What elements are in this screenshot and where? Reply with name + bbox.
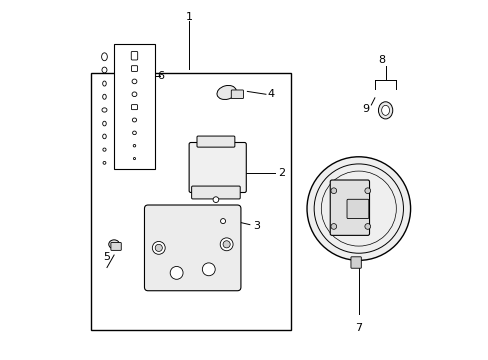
Text: 6: 6 [157, 71, 163, 81]
FancyBboxPatch shape [131, 51, 138, 60]
FancyBboxPatch shape [191, 186, 240, 199]
Circle shape [220, 219, 225, 224]
Ellipse shape [108, 240, 119, 249]
Ellipse shape [102, 108, 107, 112]
FancyBboxPatch shape [329, 180, 369, 235]
Ellipse shape [378, 102, 392, 119]
Circle shape [306, 157, 410, 260]
Circle shape [330, 188, 336, 194]
Bar [114, 44, 155, 169]
Ellipse shape [132, 131, 136, 135]
FancyBboxPatch shape [131, 66, 137, 71]
Ellipse shape [132, 118, 136, 122]
Circle shape [152, 242, 165, 254]
FancyBboxPatch shape [131, 105, 137, 110]
Ellipse shape [102, 94, 106, 99]
Text: 4: 4 [267, 89, 274, 99]
Text: 1: 1 [185, 13, 192, 22]
Ellipse shape [102, 81, 106, 86]
Circle shape [155, 244, 162, 251]
Ellipse shape [132, 79, 137, 84]
Ellipse shape [103, 161, 106, 164]
Ellipse shape [102, 148, 106, 151]
Ellipse shape [381, 105, 389, 115]
Circle shape [202, 263, 215, 276]
Text: 8: 8 [378, 55, 385, 65]
Ellipse shape [102, 121, 106, 126]
FancyBboxPatch shape [111, 243, 121, 250]
Ellipse shape [133, 144, 136, 147]
FancyBboxPatch shape [144, 205, 241, 291]
Circle shape [364, 224, 370, 229]
Bar [91, 73, 290, 330]
Text: 5: 5 [103, 252, 110, 262]
Text: 7: 7 [354, 323, 362, 333]
Ellipse shape [102, 134, 106, 139]
Text: 9: 9 [362, 104, 369, 113]
Circle shape [223, 241, 230, 248]
Ellipse shape [133, 157, 135, 159]
Circle shape [213, 197, 218, 203]
Text: 3: 3 [253, 221, 260, 231]
Ellipse shape [102, 53, 107, 61]
Circle shape [330, 224, 336, 229]
Circle shape [220, 238, 233, 251]
FancyBboxPatch shape [197, 136, 234, 147]
Circle shape [170, 266, 183, 279]
Circle shape [364, 188, 370, 194]
Ellipse shape [102, 67, 107, 73]
Ellipse shape [132, 92, 137, 96]
FancyBboxPatch shape [231, 90, 243, 99]
FancyBboxPatch shape [346, 199, 368, 219]
Ellipse shape [217, 85, 236, 99]
Text: 2: 2 [278, 168, 285, 178]
FancyBboxPatch shape [350, 257, 361, 268]
FancyBboxPatch shape [189, 143, 246, 193]
